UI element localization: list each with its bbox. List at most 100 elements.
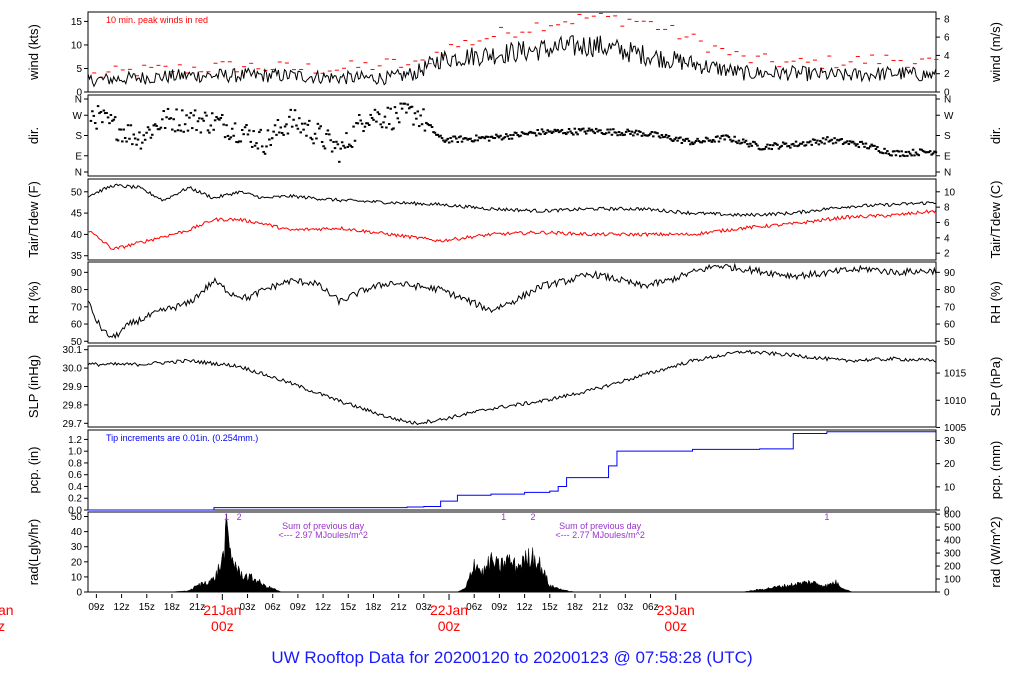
dir-mark xyxy=(549,130,552,133)
dir-mark xyxy=(670,139,674,142)
dir-mark xyxy=(926,151,929,154)
dir-mark xyxy=(690,141,694,144)
dir-mark xyxy=(162,110,165,113)
dir-mark xyxy=(409,106,412,109)
dir-mark xyxy=(653,131,656,134)
rad-annotation: 2 xyxy=(530,512,535,522)
dir-mark xyxy=(656,132,659,135)
dir-mark xyxy=(776,143,779,146)
left-tick-label-dir: E xyxy=(75,151,82,162)
dir-mark xyxy=(238,140,241,143)
dir-mark xyxy=(824,138,828,141)
dir-mark xyxy=(500,138,504,141)
dir-mark xyxy=(506,135,509,138)
time-tick-label: 15z xyxy=(340,602,356,613)
dir-mark xyxy=(607,131,611,134)
left-tick-label-slp: 29.7 xyxy=(63,419,83,430)
dir-mark xyxy=(833,137,836,140)
dir-mark xyxy=(165,116,168,119)
dir-mark xyxy=(293,109,297,112)
time-tick-label: 18z xyxy=(567,602,583,613)
dir-mark xyxy=(522,132,525,135)
dir-mark xyxy=(222,123,225,126)
dir-mark xyxy=(265,145,268,148)
dir-mark xyxy=(799,142,802,145)
dir-mark xyxy=(724,134,728,137)
dir-mark xyxy=(692,143,695,146)
dir-mark xyxy=(316,122,320,125)
dir-mark xyxy=(276,119,280,122)
dir-mark xyxy=(289,108,293,111)
dir-mark xyxy=(305,134,308,137)
dir-mark xyxy=(774,142,778,145)
dir-mark xyxy=(166,107,170,110)
dir-mark xyxy=(142,134,145,137)
dir-mark xyxy=(202,119,205,122)
axis-label-left-dir: dir. xyxy=(26,127,41,144)
dir-mark xyxy=(419,114,422,117)
dir-mark xyxy=(151,133,154,136)
dir-mark xyxy=(674,136,678,139)
right-tick-label-wind: 4 xyxy=(944,51,950,62)
dir-mark xyxy=(672,139,675,142)
right-tick-label-wind: 6 xyxy=(944,33,950,44)
axis-label-right-slp: SLP (hPa) xyxy=(988,357,1003,417)
left-tick-label-rad: 30 xyxy=(71,542,83,553)
dir-mark xyxy=(821,137,825,140)
dir-mark xyxy=(697,140,701,143)
dir-mark xyxy=(499,134,502,137)
axis-label-right-rad: rad (W/m^2) xyxy=(988,516,1003,587)
dir-mark xyxy=(604,132,608,135)
dir-mark xyxy=(480,136,484,139)
dir-mark xyxy=(717,140,721,143)
right-tick-label-dir: E xyxy=(944,151,951,162)
dir-mark xyxy=(457,136,461,139)
dir-mark xyxy=(225,124,228,127)
dir-mark xyxy=(743,141,746,144)
right-tick-label-wind: 8 xyxy=(944,14,950,25)
dir-mark xyxy=(533,132,537,135)
dir-mark xyxy=(769,144,772,147)
dir-mark xyxy=(433,131,437,134)
dir-mark xyxy=(343,146,347,149)
dir-mark xyxy=(273,124,277,127)
dir-mark xyxy=(556,128,559,131)
dir-mark xyxy=(412,123,415,126)
right-tick-label-rad: 300 xyxy=(944,549,961,560)
left-tick-label-wind: 0 xyxy=(76,88,82,99)
dir-mark xyxy=(680,141,684,144)
dir-mark xyxy=(831,142,835,145)
left-tick-label-temp: 45 xyxy=(71,209,83,220)
dir-mark xyxy=(329,139,332,142)
dir-mark xyxy=(682,138,685,141)
dir-mark xyxy=(917,154,921,157)
dir-mark xyxy=(245,124,248,127)
dir-mark xyxy=(861,142,865,145)
dir-mark xyxy=(415,117,418,120)
dir-mark xyxy=(439,134,442,137)
left-tick-label-slp: 29.8 xyxy=(63,400,83,411)
dir-mark xyxy=(133,137,137,140)
dir-mark xyxy=(723,138,726,141)
time-tick-label: 09z xyxy=(290,602,306,613)
dir-mark xyxy=(129,124,133,127)
dir-mark xyxy=(322,145,325,148)
dir-mark xyxy=(820,141,823,144)
dir-mark xyxy=(547,130,551,133)
dir-mark xyxy=(226,134,230,137)
dir-mark xyxy=(603,133,607,136)
dir-mark xyxy=(172,118,175,121)
dir-mark xyxy=(837,139,841,142)
dir-mark xyxy=(465,137,468,140)
dir-mark xyxy=(853,142,856,145)
dir-mark xyxy=(804,144,808,147)
dir-mark xyxy=(262,150,265,153)
dir-mark xyxy=(554,130,558,133)
dir-mark xyxy=(310,138,314,141)
right-tick-label-rh: 50 xyxy=(944,337,956,348)
dir-mark xyxy=(325,132,328,135)
dir-mark xyxy=(510,137,514,140)
dir-mark xyxy=(278,131,281,134)
dir-mark xyxy=(350,145,354,148)
dir-mark xyxy=(623,133,626,136)
